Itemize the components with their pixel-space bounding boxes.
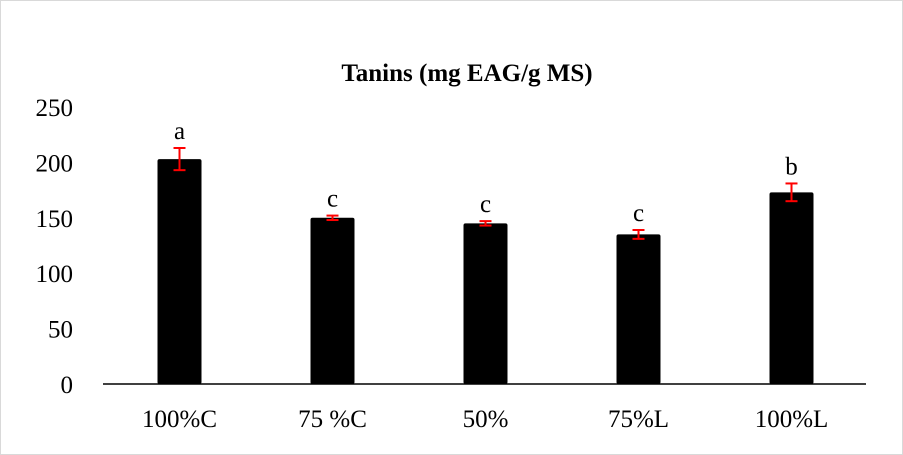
- y-tick-label: 200: [36, 150, 74, 177]
- x-tick-label: 75%L: [608, 406, 669, 433]
- x-tick-label: 100%L: [755, 406, 829, 433]
- significance-label: b: [785, 153, 798, 180]
- bar: [616, 234, 661, 384]
- error-bars: [173, 146, 798, 240]
- error-bar: [173, 146, 186, 172]
- x-axis-ticks: 100%C 75 %C 50% 75%L 100%L: [142, 406, 828, 433]
- y-tick-label: 100: [36, 261, 74, 288]
- bar: [463, 223, 508, 384]
- y-tick-label: 50: [48, 317, 73, 344]
- x-tick-label: 75 %C: [298, 406, 367, 433]
- bar: [157, 159, 202, 384]
- significance-label: c: [480, 191, 491, 218]
- bars: [157, 159, 814, 384]
- y-tick-label: 0: [61, 372, 74, 399]
- bar: [310, 217, 355, 384]
- significance-label: c: [327, 186, 338, 213]
- x-tick-label: 50%: [463, 406, 509, 433]
- significance-label: c: [633, 200, 644, 227]
- significance-label: a: [174, 118, 185, 145]
- significance-labels: a c c c b: [174, 118, 798, 227]
- error-bar: [785, 182, 798, 203]
- y-tick-label: 150: [36, 206, 74, 233]
- error-bar: [479, 220, 492, 227]
- x-tick-label: 100%C: [142, 406, 217, 433]
- y-axis-ticks: 0 50 100 150 200 250: [36, 95, 74, 399]
- y-tick-label: 250: [36, 95, 74, 122]
- error-bar: [632, 228, 645, 240]
- chart-title: Tanins (mg EAG/g MS): [341, 60, 592, 87]
- bar: [769, 192, 814, 384]
- error-bar: [326, 214, 339, 222]
